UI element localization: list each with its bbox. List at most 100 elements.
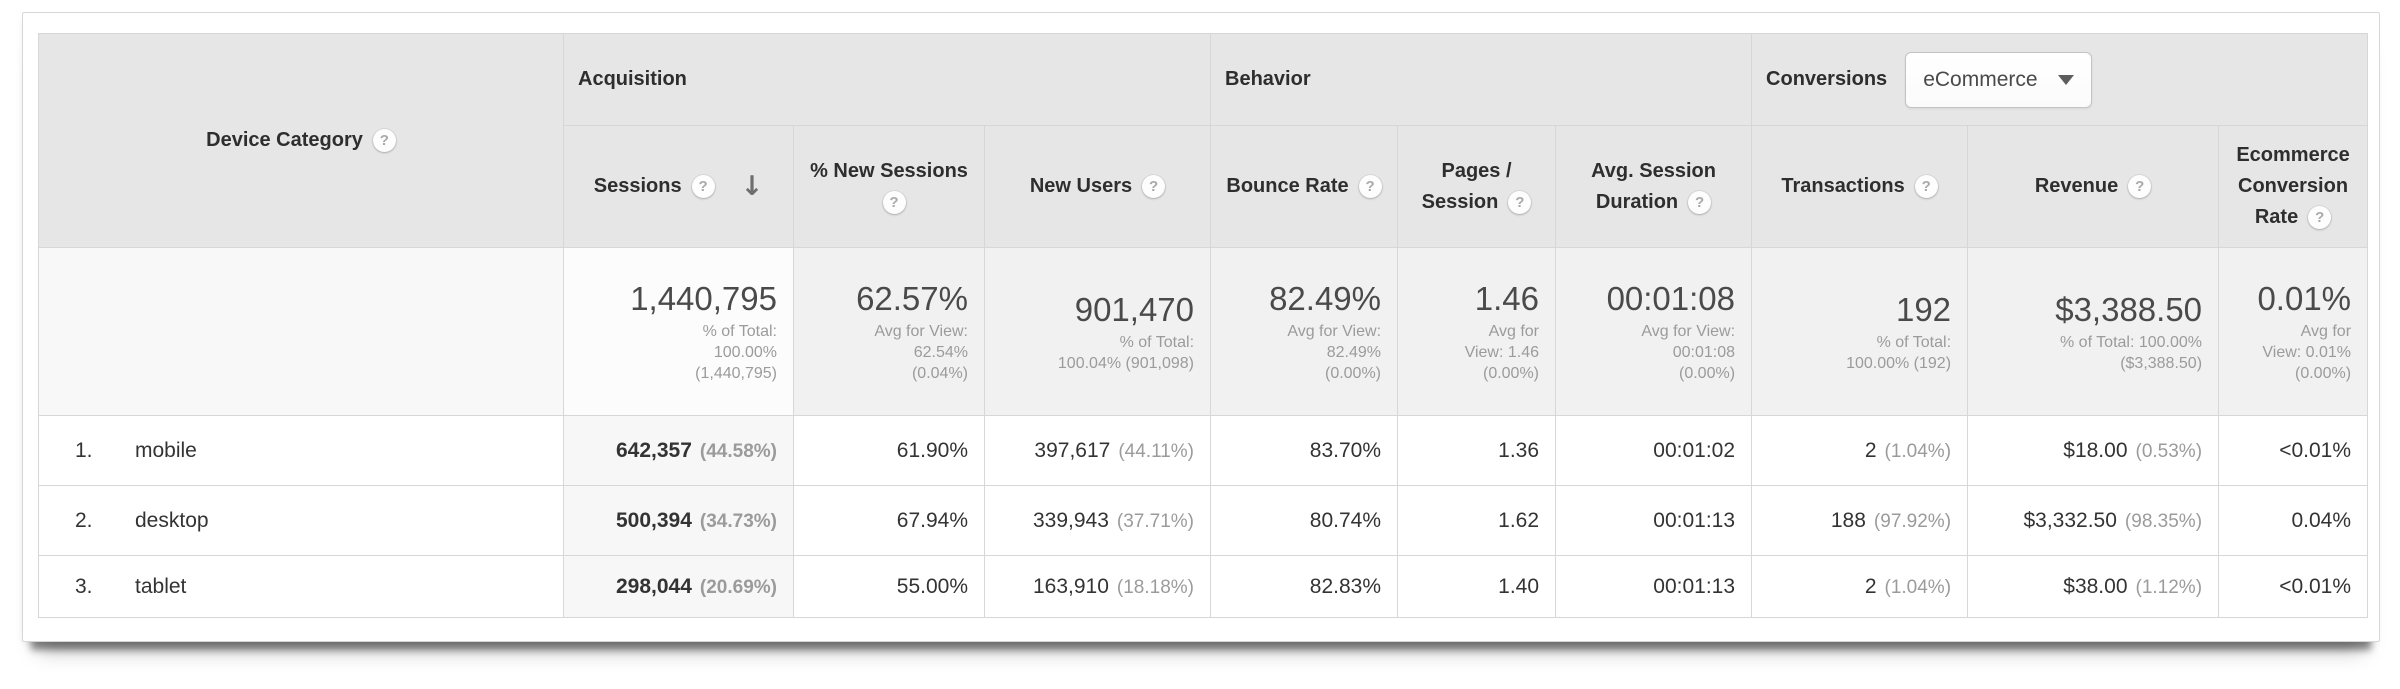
pages-per-session-value: 1.40	[1498, 574, 1540, 598]
avg-session-duration-value: 00:01:13	[1653, 508, 1736, 532]
cell-transactions: 2 (1.04%)	[1751, 415, 1969, 486]
cell-bounce-rate: 80.74%	[1210, 485, 1399, 556]
column-header-revenue[interactable]: Revenue?	[1967, 125, 2220, 248]
help-icon[interactable]: ?	[1142, 175, 1166, 199]
column-header-transactions[interactable]: Transactions?	[1751, 125, 1969, 248]
revenue-value: $38.00	[2063, 574, 2128, 598]
cell-ecommerce-conversion-rate: <0.01%	[2218, 555, 2369, 618]
avg-session-duration-header-label: Avg. Session Duration	[1591, 159, 1716, 213]
cell-pct-new-sessions: 61.90%	[793, 415, 985, 486]
goal-set-selector[interactable]: eCommerce	[1905, 51, 2092, 108]
new-users-value: 163,910	[1032, 574, 1109, 598]
totals-revenue-note: % of Total: 100.00% ($3,388.50)	[2060, 333, 2203, 372]
totals-sessions: 1,440,795 % of Total: 100.00% (1,440,795…	[563, 247, 794, 416]
cell-avg-session-duration: 00:01:13	[1555, 485, 1753, 556]
cell-avg-session-duration: 00:01:13	[1555, 555, 1753, 618]
sort-descending-icon[interactable]: ↓	[740, 170, 764, 202]
totals-pages-per-session-note: Avg for View: 1.46 (0.00%)	[1464, 323, 1540, 383]
totals-avg-session-duration-note: Avg for View: 00:01:08 (0.00%)	[1641, 323, 1736, 383]
totals-avg-session-duration: 00:01:08 Avg for View: 00:01:08 (0.00%)	[1555, 247, 1753, 416]
totals-pct-new-sessions: 62.57% Avg for View: 62.54% (0.04%)	[793, 247, 985, 416]
device-link-tablet[interactable]: tablet	[135, 574, 187, 598]
column-header-pct-new-sessions[interactable]: % New Sessions?	[793, 125, 985, 248]
totals-pct-new-sessions-value: 62.57%	[856, 280, 968, 318]
new-users-value: 339,943	[1032, 508, 1109, 532]
totals-pct-new-sessions-note: Avg for View: 62.54% (0.04%)	[874, 323, 968, 383]
totals-ecommerce-conversion-rate-value: 0.01%	[2257, 280, 2352, 318]
column-header-bounce-rate[interactable]: Bounce Rate?	[1210, 125, 1399, 248]
transactions-value: 2	[1864, 574, 1877, 598]
bounce-rate-header-label: Bounce Rate	[1226, 175, 1349, 197]
bounce-rate-value: 82.83%	[1309, 574, 1382, 598]
totals-pages-per-session-value: 1.46	[1474, 280, 1540, 318]
help-icon[interactable]: ?	[1914, 175, 1938, 199]
dimension-cell: 2. desktop	[38, 485, 564, 556]
cell-pct-new-sessions: 55.00%	[793, 555, 985, 618]
help-icon[interactable]: ?	[1508, 190, 1532, 214]
totals-bounce-rate: 82.49% Avg for View: 82.49% (0.00%)	[1210, 247, 1399, 416]
revenue-share: (0.53%)	[2135, 440, 2203, 462]
totals-revenue: $3,388.50 % of Total: 100.00% ($3,388.50…	[1967, 247, 2220, 416]
column-header-sessions[interactable]: Sessions? ↓	[563, 125, 794, 248]
totals-row-label	[38, 247, 564, 416]
totals-transactions-note: % of Total: 100.00% (192)	[1846, 333, 1952, 372]
cell-avg-session-duration: 00:01:02	[1555, 415, 1753, 486]
avg-session-duration-value: 00:01:02	[1653, 438, 1736, 462]
bounce-rate-value: 83.70%	[1309, 438, 1382, 462]
new-users-share: (44.11%)	[1118, 440, 1195, 462]
help-icon[interactable]: ?	[2308, 206, 2332, 230]
column-header-ecommerce-conversion-rate[interactable]: Ecommerce Conversion Rate?	[2218, 125, 2369, 248]
sessions-share: (20.69%)	[699, 576, 777, 598]
totals-sessions-value: 1,440,795	[630, 280, 777, 318]
totals-row: 1,440,795 % of Total: 100.00% (1,440,795…	[38, 247, 2369, 416]
cell-revenue: $18.00 (0.53%)	[1967, 415, 2220, 486]
help-icon[interactable]: ?	[691, 175, 715, 198]
help-icon[interactable]: ?	[1358, 175, 1382, 199]
new-users-share: (18.18%)	[1116, 576, 1195, 598]
new-users-value: 397,617	[1034, 438, 1111, 462]
column-header-avg-session-duration[interactable]: Avg. Session Duration?	[1555, 125, 1753, 248]
cell-bounce-rate: 83.70%	[1210, 415, 1399, 486]
help-icon[interactable]: ?	[882, 190, 906, 214]
device-link-desktop[interactable]: desktop	[135, 508, 209, 532]
cell-bounce-rate: 82.83%	[1210, 555, 1399, 618]
cell-transactions: 188 (97.92%)	[1751, 485, 1969, 556]
conversions-label: Conversions	[1766, 68, 1888, 90]
pages-per-session-value: 1.36	[1498, 438, 1540, 462]
pct-new-sessions-value: 67.94%	[896, 508, 968, 532]
cell-transactions: 2 (1.04%)	[1751, 555, 1969, 618]
cell-sessions: 642,357 (44.58%)	[563, 415, 794, 486]
new-users-share: (37.71%)	[1116, 510, 1195, 532]
help-icon[interactable]: ?	[372, 129, 396, 153]
group-header-behavior: Behavior	[1210, 33, 1753, 126]
column-header-new-users[interactable]: New Users?	[983, 125, 1212, 248]
help-icon[interactable]: ?	[1688, 190, 1712, 214]
revenue-share: (1.12%)	[2135, 576, 2203, 598]
help-icon[interactable]: ?	[2128, 175, 2152, 199]
dimension-cell: 1. mobile	[38, 415, 564, 486]
new-users-header-label: New Users	[1029, 175, 1133, 197]
cell-sessions: 298,044 (20.69%)	[563, 555, 794, 618]
ecommerce-conversion-rate-value: <0.01%	[2279, 438, 2352, 462]
behavior-label: Behavior	[1225, 68, 1311, 90]
cell-pages-per-session: 1.40	[1397, 555, 1557, 618]
column-header-device-category[interactable]: Device Category?	[38, 33, 564, 248]
cell-new-users: 397,617 (44.11%)	[983, 415, 1212, 486]
group-header-acquisition: Acquisition	[562, 33, 1212, 126]
column-header-pages-per-session[interactable]: Pages / Session?	[1397, 125, 1557, 248]
totals-new-users-note: % of Total: 100.04% (901,098)	[1057, 333, 1195, 372]
pages-per-session-header-label: Pages / Session	[1421, 159, 1512, 213]
transactions-share: (97.92%)	[1873, 510, 1952, 532]
row-rank: 3.	[75, 574, 93, 598]
cell-new-users: 163,910 (18.18%)	[983, 555, 1212, 618]
bounce-rate-value: 80.74%	[1309, 508, 1382, 532]
sessions-header-label: Sessions	[593, 174, 682, 197]
totals-new-users: 901,470 % of Total: 100.04% (901,098)	[983, 247, 1212, 416]
dimension-cell: 3. tablet	[38, 555, 564, 618]
group-header-conversions: Conversions eCommerce	[1751, 33, 2369, 126]
goal-set-value: eCommerce	[1923, 67, 2038, 91]
pages-per-session-value: 1.62	[1498, 508, 1540, 532]
device-link-mobile[interactable]: mobile	[135, 438, 197, 462]
ecommerce-conversion-rate-value: 0.04%	[2291, 508, 2352, 532]
